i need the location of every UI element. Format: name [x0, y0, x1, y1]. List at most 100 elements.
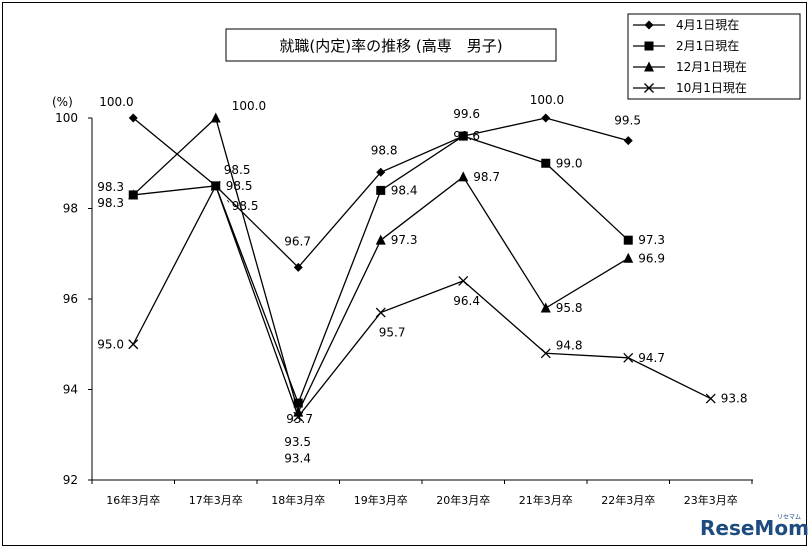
legend-marker: [644, 41, 654, 51]
marker-x-stroke: [623, 352, 634, 363]
legend-label: 4月1日現在: [676, 18, 739, 32]
series-line: [132, 116, 629, 414]
marker-x-stroke: [644, 83, 654, 93]
data-label: 99.6: [453, 129, 480, 143]
x-tick-label: 19年3月卒: [354, 493, 408, 507]
data-label: 95.0: [97, 337, 124, 351]
data-label: 98.3: [97, 180, 124, 194]
data-point: [458, 131, 468, 141]
data-label: 96.9: [638, 251, 665, 265]
x-ticks: 16年3月卒 17年3月卒 18年3月卒 19年3月卒 20年3月卒 21年3月卒 22年3…: [91, 480, 753, 507]
data-point: [376, 167, 386, 177]
data-point: [128, 189, 139, 200]
data-label: 93.5: [284, 435, 311, 449]
data-point: [623, 252, 634, 263]
data-point: [293, 411, 304, 422]
marker-x-stroke: [128, 339, 139, 350]
title-box: [225, 28, 557, 62]
y-tick-label: 98: [63, 202, 78, 216]
marker-x-stroke: [705, 393, 716, 404]
marker-x-stroke: [458, 275, 469, 286]
legend-label: 12月1日現在: [676, 60, 747, 74]
data-label: 98.4: [391, 183, 418, 197]
x-tick-label: 23年3月卒: [684, 493, 738, 507]
y-tick-label: 96: [63, 292, 78, 306]
data-label: 96.7: [284, 234, 311, 248]
data-label: 99.6: [453, 107, 480, 121]
marker-x-stroke: [293, 411, 304, 422]
marker-x-stroke: [540, 348, 551, 359]
watermark-small-text: リセマム: [777, 514, 801, 521]
legend-item: 2月1日現在: [633, 39, 739, 53]
x-tick-label: 17年3月卒: [189, 493, 243, 507]
data-label: 98.7: [473, 170, 500, 184]
data-point: [375, 234, 386, 245]
y-ticks: 92 94 96 98 100: [55, 111, 92, 487]
data-point: [128, 339, 139, 350]
data-label: 96.4: [453, 294, 480, 308]
data-labels: 100.0 98.5 96.7 98.8 99.6 100.0 99.5 98.3 98.5 93…: [97, 93, 747, 466]
data-label: 100.0: [99, 95, 133, 109]
x-tick-label: 18年3月卒: [271, 493, 325, 507]
y-tick-label: 94: [63, 383, 78, 397]
chart-title: 就職(内定)率の推移 (高専 男子): [279, 37, 502, 55]
data-label: 98.5: [226, 179, 253, 193]
series-4: [128, 180, 716, 422]
data-point: [375, 307, 386, 318]
y-tick-label: 100: [55, 111, 78, 125]
series-line: [132, 184, 712, 418]
data-label: 100.0: [530, 93, 564, 107]
data-point: [623, 235, 633, 245]
data-label: 98.8: [371, 143, 398, 157]
legend-marker: [644, 20, 654, 30]
data-point: [458, 275, 469, 286]
y-unit-label: (%): [52, 95, 73, 109]
x-tick-label: 16年3月卒: [106, 493, 160, 507]
series-layer: [128, 112, 716, 422]
data-label: 97.3: [391, 233, 418, 247]
legend-item: 4月1日現在: [633, 18, 739, 32]
legend-marker: [644, 83, 654, 93]
watermark-logo: ReseMom リセマム: [700, 514, 809, 540]
data-point: [458, 171, 469, 182]
legend-label: 10月1日現在: [676, 81, 747, 95]
data-label: 98.3: [97, 196, 124, 210]
data-label: 95.8: [556, 301, 583, 315]
data-label: 99.5: [614, 114, 641, 128]
data-point: [541, 113, 551, 123]
data-point: [376, 185, 386, 195]
data-point: [293, 262, 303, 272]
data-label: 93.8: [721, 392, 748, 406]
data-point: [128, 113, 138, 123]
data-label: 93.7: [286, 412, 313, 426]
legend-marker: [644, 61, 654, 72]
data-point: [540, 348, 551, 359]
y-tick-label: 92: [63, 473, 78, 487]
legend: 4月1日現在 2月1日現在 12月1日現在 10月1日現在: [627, 13, 801, 100]
data-point: [623, 352, 634, 363]
data-label: 100.0: [232, 99, 266, 113]
data-label: 99.0: [556, 156, 583, 170]
data-point: [540, 302, 551, 313]
data-label: 93.4: [284, 452, 311, 466]
marker-x-stroke: [210, 180, 221, 191]
x-tick-label: 22年3月卒: [601, 493, 655, 507]
data-point: [623, 136, 633, 146]
data-point: [210, 180, 221, 191]
watermark-text: ReseMom: [700, 516, 809, 540]
data-label: 95.7: [379, 326, 406, 340]
legend-box: [627, 13, 801, 100]
data-label: 94.8: [556, 338, 583, 352]
data-point: [541, 158, 551, 168]
data-label: 97.3: [638, 233, 665, 247]
data-point: [210, 112, 221, 123]
legend-label: 2月1日現在: [676, 39, 739, 53]
data-label: 94.7: [638, 351, 665, 365]
data-label: 98.5: [224, 163, 251, 177]
data-point: [293, 398, 303, 408]
legend-item: 10月1日現在: [633, 81, 747, 95]
legend-item: 12月1日現在: [633, 60, 747, 74]
x-tick-label: 20年3月卒: [436, 493, 490, 507]
x-tick-label: 21年3月卒: [519, 493, 573, 507]
